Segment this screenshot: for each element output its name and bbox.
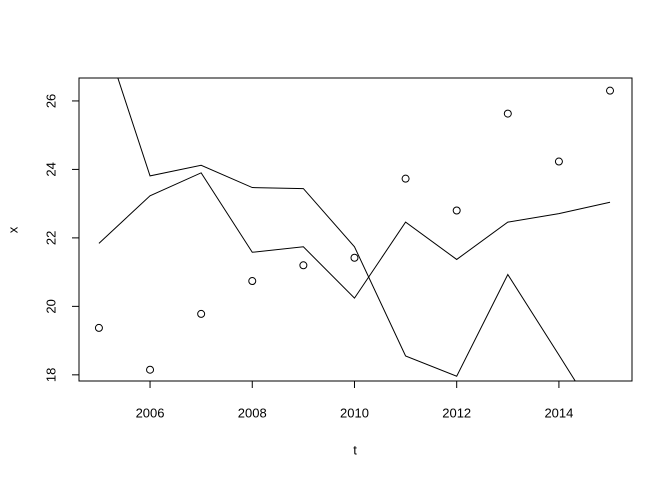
point [606, 86, 615, 95]
x-tick-label: 2008 [238, 405, 267, 420]
line [117, 78, 576, 381]
y-tick-label: 26 [43, 94, 58, 108]
y-axis-label: x [5, 226, 20, 233]
y-tick-label: 20 [43, 299, 58, 313]
y-tick-label: 22 [43, 231, 58, 245]
point [554, 157, 563, 166]
line [98, 172, 611, 299]
x-tick-label: 2012 [442, 405, 471, 420]
point [299, 261, 308, 270]
point [94, 323, 103, 332]
point [401, 174, 410, 183]
x-tick-label: 2014 [544, 405, 573, 420]
plot-area [94, 78, 615, 381]
point [248, 277, 257, 286]
point [197, 309, 206, 318]
point [503, 109, 512, 118]
point [350, 253, 359, 262]
y-tick-label: 24 [43, 162, 58, 176]
y-tick-label: 18 [43, 368, 58, 382]
x-tick-label: 2006 [136, 405, 165, 420]
point [452, 206, 461, 215]
x-axis-label: t [353, 442, 357, 457]
x-tick-label: 2010 [340, 405, 369, 420]
plot-box [78, 77, 633, 382]
point [146, 365, 155, 374]
